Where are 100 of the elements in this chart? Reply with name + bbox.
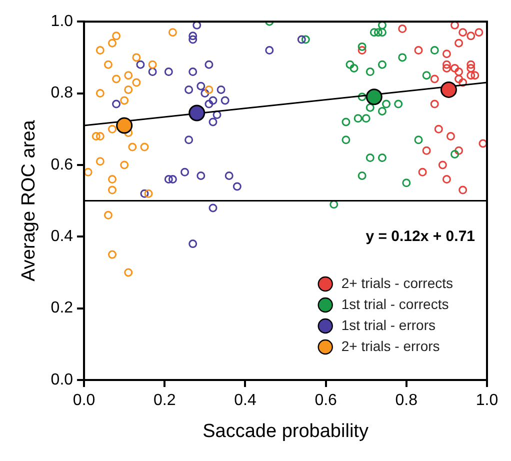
- point: [112, 100, 121, 108]
- point: [354, 114, 362, 123]
- point: [466, 60, 476, 69]
- point: [466, 32, 476, 40]
- point: [96, 157, 104, 166]
- legend-label: 1st trial - errors: [341, 316, 436, 333]
- point: [446, 132, 455, 141]
- point: [96, 132, 104, 141]
- point: [442, 50, 451, 58]
- point: [124, 268, 133, 277]
- x-tick-label: 0.6: [314, 392, 338, 410]
- point: [188, 68, 198, 76]
- point: [108, 124, 116, 134]
- point: [442, 175, 451, 184]
- point: [184, 136, 194, 144]
- point: [108, 175, 116, 184]
- point: [378, 22, 386, 30]
- point: [378, 106, 386, 116]
- point: [454, 146, 464, 155]
- legend-label: 2+ trials - corrects: [341, 274, 454, 291]
- point: [204, 85, 214, 94]
- point: [136, 60, 145, 69]
- point: [358, 46, 366, 55]
- y-tick-label: 0.8: [50, 84, 74, 102]
- point: [478, 139, 487, 148]
- point: [120, 160, 129, 170]
- point: [358, 42, 366, 51]
- point: [366, 88, 382, 106]
- point: [188, 35, 198, 44]
- point: [358, 171, 366, 180]
- point: [92, 132, 100, 141]
- x-tick-label: 1.0: [476, 392, 498, 410]
- point: [374, 28, 382, 37]
- point: [450, 150, 460, 158]
- point: [208, 118, 218, 126]
- y-tick-label: 0.4: [50, 228, 74, 246]
- legend-label: 2+ trials - errors: [341, 338, 440, 354]
- y-tick-label: 0.6: [50, 156, 74, 174]
- point: [132, 78, 141, 87]
- point: [216, 85, 226, 94]
- point: [112, 74, 121, 84]
- point: [470, 71, 480, 80]
- point: [378, 28, 386, 37]
- point: [450, 22, 460, 30]
- point: [232, 182, 242, 191]
- point: [370, 28, 378, 37]
- point: [192, 22, 202, 30]
- point: [265, 46, 274, 55]
- point: [422, 71, 431, 80]
- x-tick-label: 0.2: [154, 392, 176, 410]
- point: [402, 178, 411, 188]
- y-tick-label: 1.0: [50, 13, 74, 30]
- x-tick-label: 0.4: [234, 392, 256, 410]
- point: [398, 24, 407, 34]
- point: [140, 142, 149, 152]
- point: [224, 171, 234, 180]
- annotation: y = 0.12x + 0.71: [366, 228, 475, 245]
- point: [454, 38, 464, 48]
- point: [297, 35, 306, 44]
- point: [196, 82, 206, 90]
- point: [430, 100, 439, 108]
- point: [350, 64, 358, 72]
- point: [438, 160, 447, 170]
- point: [450, 64, 460, 72]
- point: [188, 32, 198, 40]
- point: [168, 28, 177, 37]
- point: [474, 28, 484, 37]
- point: [466, 64, 476, 72]
- point: [362, 114, 370, 123]
- point: [200, 89, 210, 98]
- point: [458, 28, 468, 37]
- point: [208, 204, 218, 212]
- point: [442, 60, 451, 69]
- point: [342, 136, 350, 144]
- point: [454, 74, 464, 84]
- y-tick-label: 0.0: [50, 371, 74, 388]
- point: [342, 118, 350, 126]
- point: [108, 186, 116, 194]
- y-axis-title: Average ROC area: [18, 120, 40, 282]
- point: [164, 175, 173, 184]
- point: [144, 189, 153, 198]
- point: [208, 96, 218, 105]
- point: [148, 60, 157, 69]
- point: [168, 175, 177, 184]
- point: [96, 46, 104, 55]
- point: [358, 92, 366, 102]
- point: [204, 60, 214, 69]
- point: [212, 110, 222, 120]
- point: [180, 168, 190, 176]
- point: [204, 100, 214, 108]
- point: [108, 38, 116, 48]
- point: [104, 60, 112, 69]
- point: [466, 71, 476, 80]
- x-tick-label: 0.0: [72, 392, 96, 410]
- point: [398, 53, 407, 62]
- point: [366, 103, 374, 112]
- point: [378, 154, 386, 162]
- point: [394, 100, 403, 108]
- point: [120, 96, 129, 105]
- point: [104, 210, 112, 220]
